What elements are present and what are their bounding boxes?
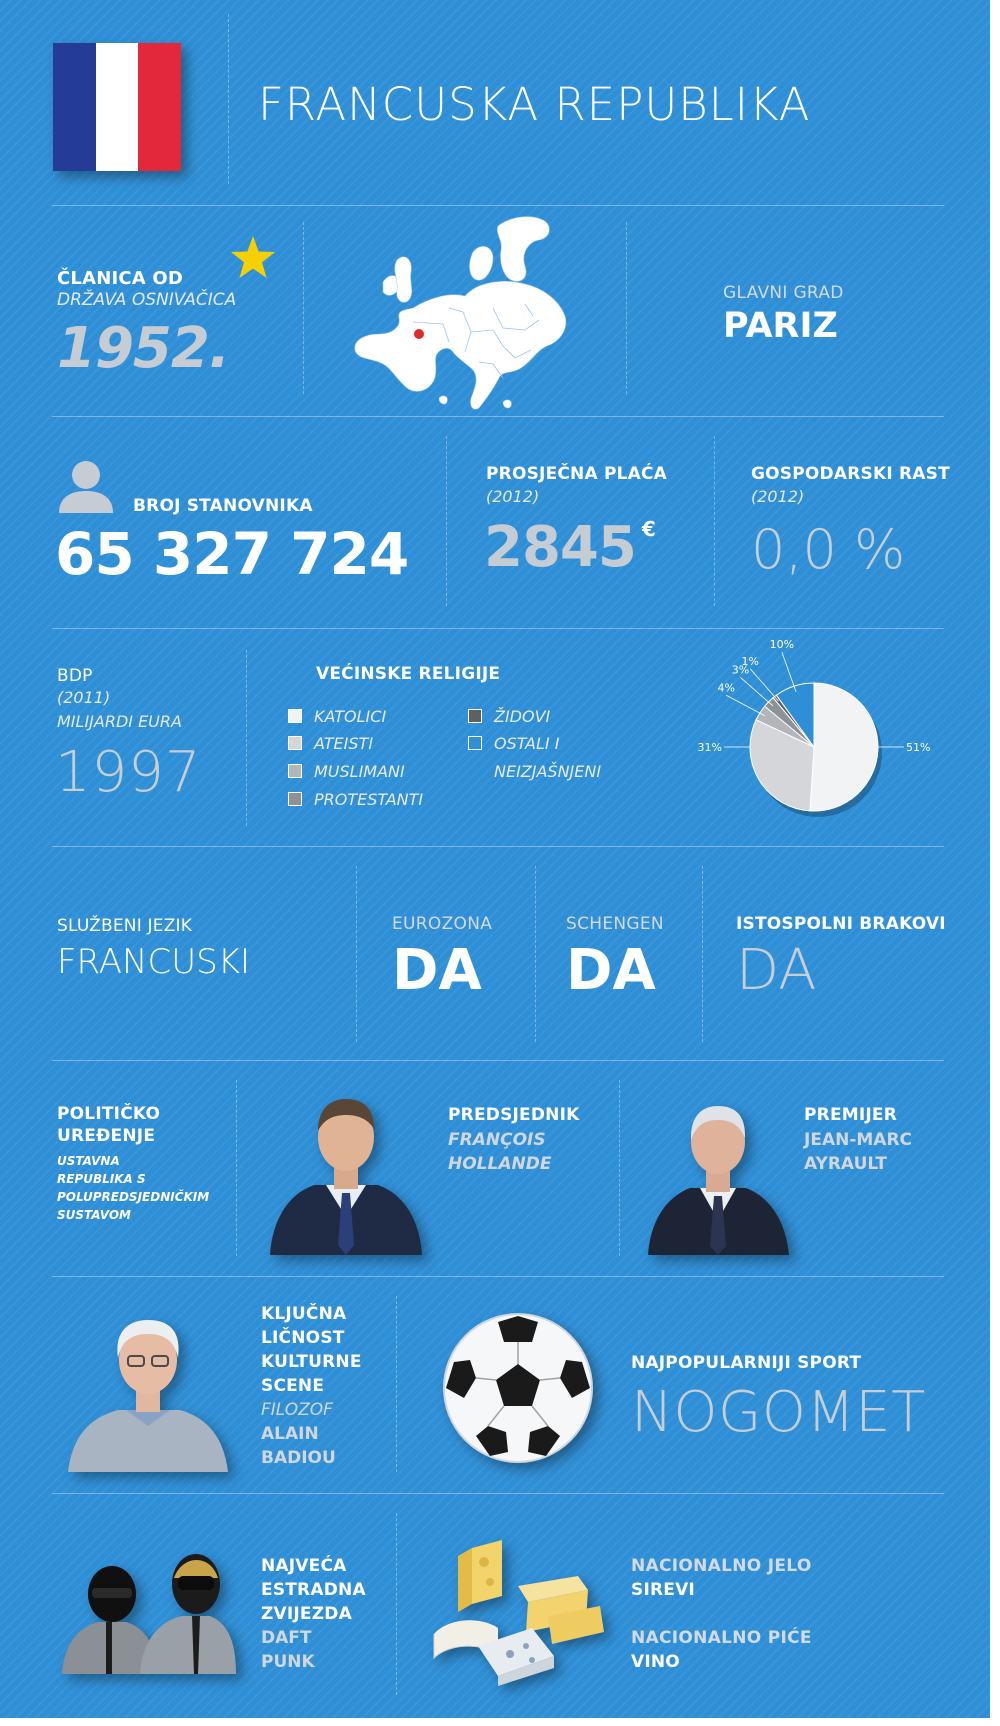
star-line3: ZVIJEZDA	[261, 1604, 352, 1624]
salary-label: PROSJEČNA PLAĆA	[486, 464, 668, 484]
gdp-value: 1997	[55, 740, 202, 805]
eurozone-label: EUROZONA	[392, 914, 493, 934]
schengen-value: DA	[566, 938, 656, 1003]
dish-value: SIREVI	[631, 1580, 695, 1600]
gdp-unit: MILIJARDI EURA	[57, 712, 182, 731]
dish-label: NACIONALNO JELO	[631, 1556, 812, 1576]
population-value: 65 327 724	[55, 520, 409, 588]
growth-value: 0,0 %	[751, 518, 906, 581]
page-title: FRANCUSKA REPUBLIKA	[258, 78, 811, 131]
football-icon	[442, 1312, 594, 1464]
legend-katolici: KATOLICI	[288, 707, 386, 729]
president-photo	[266, 1085, 426, 1255]
daft-punk-photo	[60, 1528, 236, 1674]
culture-line2: LIČNOST	[261, 1328, 345, 1348]
pie-label: 10%	[770, 638, 794, 651]
pie-leader-line	[781, 651, 797, 692]
star-icon	[229, 234, 277, 280]
europe-map-icon	[353, 212, 575, 414]
pie-leader-line	[740, 677, 774, 707]
legend-zidovi: ŽIDOVI	[468, 707, 550, 729]
capital-label: GLAVNI GRAD	[723, 283, 844, 303]
membership-year: 1952.	[57, 316, 230, 381]
membership-sublabel: DRŽAVA OSNIVAČICA	[57, 290, 237, 310]
salary-year: (2012)	[486, 487, 540, 506]
premier-name-line2: AYRAULT	[804, 1154, 887, 1174]
french-flag-icon	[53, 43, 181, 171]
pie-label: 3%	[732, 663, 749, 676]
sport-label: NAJPOPULARNIJI SPORT	[631, 1353, 862, 1373]
religions-title: VEĆINSKE RELIGIJE	[316, 664, 501, 684]
star-name-line1: DAFT	[261, 1628, 312, 1648]
culture-name-line2: BADIOU	[261, 1448, 336, 1468]
legend-ateisti: ATEISTI	[288, 734, 373, 756]
eurozone-value: DA	[392, 938, 482, 1003]
pie-leader-line	[749, 668, 779, 702]
pie-label: 4%	[717, 681, 734, 694]
sport-value: NOGOMET	[631, 1380, 926, 1445]
religion-pie-chart: 51% 31% 4% 3%1% 10%	[698, 638, 930, 817]
culture-line1: KLJUČNA	[261, 1304, 347, 1324]
culture-line3: KULTURNE	[261, 1352, 362, 1372]
culture-line4: SCENE	[261, 1376, 325, 1396]
politics-label-line1: POLITIČKO	[57, 1104, 161, 1124]
politics-label-line2: UREĐENJE	[57, 1126, 156, 1146]
salary-value: 2845	[484, 515, 637, 580]
salary-value-group: 2845 €	[484, 515, 656, 580]
pie-label: 31%	[698, 741, 722, 754]
gdp-label: BDP	[57, 666, 93, 686]
star-line1: NAJVEĆA	[261, 1556, 347, 1576]
pie-label: 1%	[742, 655, 759, 668]
growth-label: GOSPODARSKI RAST	[751, 464, 950, 484]
gdp-year: (2011)	[57, 688, 111, 707]
drink-label: NACIONALNO PIĆE	[631, 1628, 812, 1648]
premier-label: PREMIJER	[804, 1105, 898, 1125]
president-name-line2: HOLLANDE	[448, 1154, 552, 1174]
culture-name-line1: ALAIN	[261, 1424, 319, 1444]
star-name-line2: PUNK	[261, 1652, 315, 1672]
drink-value: VINO	[631, 1652, 680, 1672]
person-icon	[57, 457, 115, 515]
schengen-label: SCHENGEN	[566, 914, 664, 934]
population-label: BROJ STANOVNIKA	[133, 496, 313, 516]
language-label: SLUŽBENI JEZIK	[57, 916, 193, 936]
politics-description: USTAVNA REPUBLIKA S POLUPREDSJEDNIČKIM S…	[57, 1154, 210, 1222]
president-name-line1: FRANÇOIS	[448, 1130, 546, 1150]
membership-label: ČLANICA OD	[57, 268, 184, 289]
capital-value: PARIZ	[723, 306, 838, 346]
pie-slice	[809, 682, 879, 812]
marriage-value: DA	[736, 938, 817, 1003]
legend-protestanti: PROTESTANTI	[288, 790, 423, 812]
language-value: FRANCUSKI	[57, 942, 251, 982]
legend-ostali: OSTALI I	[468, 734, 559, 756]
pie-leader-line	[726, 694, 766, 717]
premier-name-line1: JEAN-MARC	[804, 1130, 913, 1150]
euro-sign: €	[641, 517, 656, 541]
pie-slice	[749, 719, 815, 812]
star-line2: ESTRADNA	[261, 1580, 366, 1600]
marriage-label: ISTOSPOLNI BRAKOVI	[736, 914, 946, 934]
philosopher-photo	[68, 1302, 228, 1472]
legend-neizjasnjeni: NEIZJAŠNJENI	[494, 762, 602, 781]
growth-year: (2012)	[751, 487, 805, 506]
president-label: PREDSJEDNIK	[448, 1105, 580, 1125]
cheese-icon	[428, 1536, 606, 1686]
culture-role: FILOZOF	[261, 1400, 333, 1420]
premier-photo	[646, 1090, 791, 1255]
legend-muslimani: MUSLIMANI	[288, 762, 405, 784]
pie-label: 51%	[906, 741, 930, 754]
